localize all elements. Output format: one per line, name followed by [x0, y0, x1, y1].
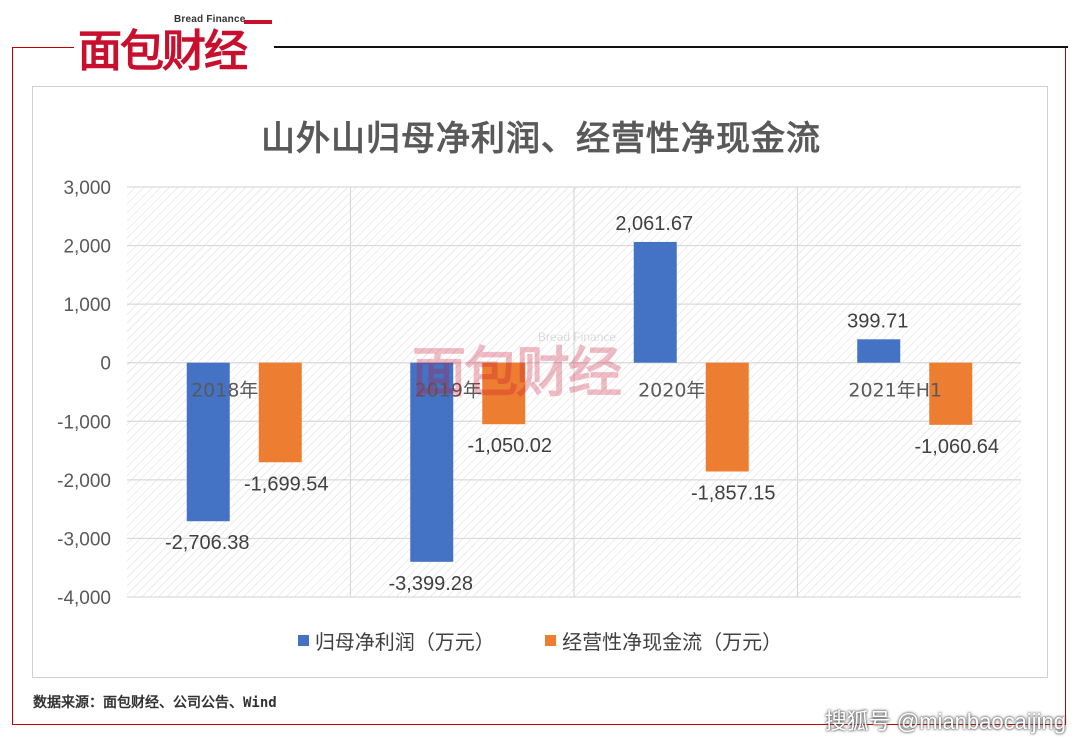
- corner-watermark: 搜狐号 @mianbaocaijing: [824, 709, 1066, 734]
- data-label-series2: -1,857.15: [691, 482, 776, 504]
- brand-name-en: Bread Finance: [174, 14, 246, 25]
- bar-series1-2: [633, 241, 677, 363]
- watermark-name-en: Bread Finance: [538, 330, 617, 344]
- y-tick-label: -2,000: [57, 471, 111, 492]
- top-rule: [272, 46, 1068, 48]
- data-label-series1: -2,706.38: [165, 532, 250, 554]
- legend-label-series2: 经营性净现金流（万元）: [562, 630, 783, 654]
- y-tick-label: 0: [100, 354, 111, 375]
- y-tick-label: -4,000: [57, 588, 111, 609]
- bar-series2-1: [482, 362, 526, 425]
- x-category-label: 2021年H1: [848, 380, 942, 402]
- data-label-series2: -1,060.64: [914, 436, 999, 458]
- y-tick-label: 2,000: [63, 237, 111, 258]
- bar-series2-3: [929, 362, 973, 425]
- bar-series2-2: [705, 362, 749, 472]
- data-label-series1: 399.71: [847, 310, 908, 332]
- x-category-label: 2019年: [415, 380, 482, 402]
- bar-series1-0: [186, 362, 230, 522]
- brand-name-zh: 面包财经: [78, 26, 248, 77]
- legend-item-series2: 经营性净现金流（万元）: [545, 626, 782, 655]
- x-category-label: 2018年: [191, 380, 258, 402]
- brand-logo: Bread Finance 面包财经: [74, 14, 274, 80]
- chart-legend: 归母净利润（万元） 经营性净现金流（万元）: [0, 626, 1080, 655]
- bar-series2-0: [258, 362, 302, 463]
- x-category-label: 2020年: [638, 380, 705, 402]
- legend-label-series1: 归母净利润（万元）: [314, 630, 495, 654]
- data-label-series2: -1,050.02: [467, 435, 552, 457]
- watermark-name-zh: 面包财经: [412, 341, 622, 404]
- bar-series1-3: [857, 339, 901, 363]
- legend-swatch-series2: [545, 635, 557, 646]
- y-tick-label: 3,000: [63, 178, 111, 199]
- y-tick-label: -3,000: [57, 529, 111, 550]
- brand-accent-bar: [244, 20, 272, 24]
- legend-swatch-series1: [297, 635, 309, 646]
- y-tick-label: -1,000: [57, 412, 111, 433]
- watermark-logo: Bread Finance 面包财经: [412, 330, 672, 410]
- data-label-series2: -1,699.54: [244, 473, 329, 495]
- data-label-series1: -3,399.28: [388, 573, 473, 595]
- chart-title: 山外山归母净利润、经营性净现金流: [261, 119, 821, 159]
- data-label-series1: 2,061.67: [615, 213, 693, 235]
- y-tick-label: 1,000: [63, 295, 111, 316]
- legend-item-series1: 归母净利润（万元）: [297, 626, 495, 655]
- data-source-note: 数据来源：面包财经、公司公告、Wind: [33, 695, 277, 711]
- bar-series1-1: [410, 362, 454, 562]
